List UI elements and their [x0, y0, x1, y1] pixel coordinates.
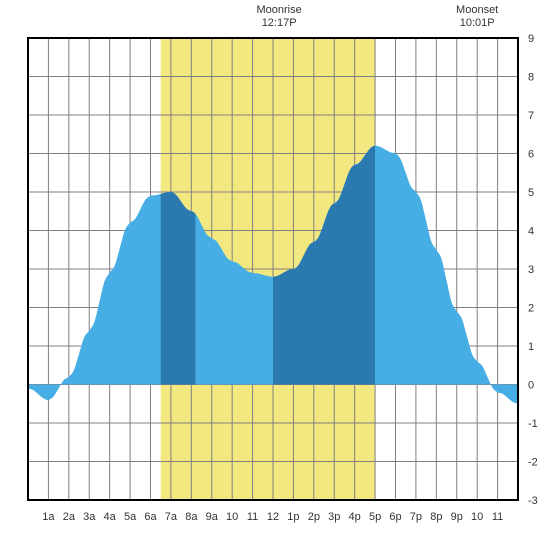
moonset-time: 10:01P: [447, 17, 507, 30]
svg-text:11: 11: [492, 511, 503, 523]
moonrise-label: Moonrise: [249, 4, 309, 17]
svg-text:-1: -1: [528, 418, 538, 430]
moonrise-annotation: Moonrise 12:17P: [249, 4, 309, 30]
svg-text:9a: 9a: [206, 511, 219, 523]
svg-text:10: 10: [226, 511, 238, 523]
svg-text:5: 5: [528, 187, 534, 199]
svg-text:0: 0: [528, 380, 534, 392]
svg-text:5a: 5a: [124, 511, 137, 523]
svg-text:2: 2: [528, 303, 534, 315]
svg-text:-2: -2: [528, 457, 538, 469]
svg-text:4p: 4p: [349, 511, 361, 523]
svg-text:7p: 7p: [410, 511, 422, 523]
svg-text:9p: 9p: [451, 511, 463, 523]
svg-text:8a: 8a: [185, 511, 198, 523]
svg-text:7: 7: [528, 110, 534, 122]
tide-chart: -3-2-101234567891a2a3a4a5a6a7a8a9a101112…: [0, 0, 550, 550]
svg-text:3p: 3p: [328, 511, 340, 523]
svg-text:8p: 8p: [430, 511, 442, 523]
svg-text:1p: 1p: [287, 511, 299, 523]
svg-text:3: 3: [528, 264, 534, 276]
svg-text:1: 1: [528, 341, 534, 353]
svg-text:4a: 4a: [104, 511, 117, 523]
svg-text:12: 12: [267, 511, 279, 523]
moonrise-time: 12:17P: [249, 17, 309, 30]
svg-text:6: 6: [528, 149, 534, 161]
moonset-annotation: Moonset 10:01P: [447, 4, 507, 30]
svg-text:6a: 6a: [144, 511, 157, 523]
svg-text:7a: 7a: [165, 511, 178, 523]
svg-text:4: 4: [528, 226, 534, 238]
svg-text:6p: 6p: [389, 511, 401, 523]
chart-svg: -3-2-101234567891a2a3a4a5a6a7a8a9a101112…: [0, 0, 550, 550]
svg-text:-3: -3: [528, 495, 538, 507]
svg-text:1a: 1a: [42, 511, 55, 523]
svg-text:3a: 3a: [83, 511, 96, 523]
svg-text:2a: 2a: [63, 511, 76, 523]
svg-text:10: 10: [471, 511, 483, 523]
svg-text:8: 8: [528, 72, 534, 84]
moonset-label: Moonset: [447, 4, 507, 17]
svg-text:9: 9: [528, 33, 534, 45]
svg-text:2p: 2p: [308, 511, 320, 523]
svg-text:5p: 5p: [369, 511, 381, 523]
svg-text:11: 11: [247, 511, 258, 523]
